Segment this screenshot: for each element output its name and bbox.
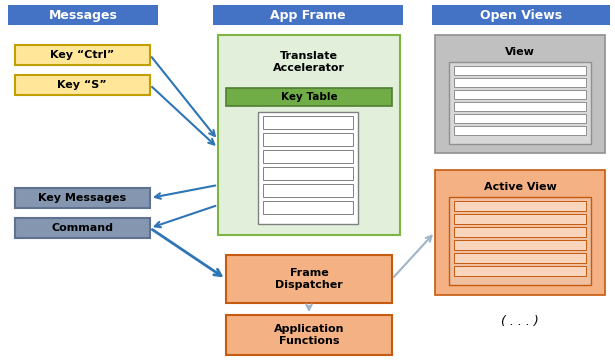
Bar [218, 35, 400, 235]
Bar [213, 5, 403, 25]
Bar [226, 88, 392, 106]
Text: Frame
Dispatcher: Frame Dispatcher [275, 268, 343, 290]
Text: View: View [505, 47, 535, 57]
Bar [454, 90, 586, 99]
Bar [258, 112, 358, 224]
Bar [454, 201, 586, 211]
Text: Key “Ctrl”: Key “Ctrl” [50, 50, 114, 60]
Bar [263, 150, 353, 163]
Text: Key “S”: Key “S” [57, 80, 107, 90]
Text: Messages: Messages [49, 8, 117, 21]
Text: ( . . . ): ( . . . ) [501, 316, 539, 328]
Bar [15, 45, 150, 65]
Bar [454, 240, 586, 250]
Text: Command: Command [51, 223, 113, 233]
Bar [435, 170, 605, 295]
Bar [432, 5, 610, 25]
Bar [454, 214, 586, 224]
Bar [435, 35, 605, 153]
Bar [454, 114, 586, 123]
Bar [454, 253, 586, 263]
Text: Active View: Active View [483, 182, 557, 192]
Bar [15, 218, 150, 238]
Bar [449, 197, 591, 285]
Bar [263, 201, 353, 214]
Bar [449, 62, 591, 144]
Bar [226, 315, 392, 355]
Bar [263, 133, 353, 146]
Bar [454, 78, 586, 87]
Bar [263, 184, 353, 197]
Text: Key Messages: Key Messages [38, 193, 126, 203]
Bar [454, 126, 586, 135]
Bar [454, 227, 586, 237]
Text: Open Views: Open Views [480, 8, 562, 21]
Text: Application
Functions: Application Functions [274, 324, 344, 346]
Bar [263, 116, 353, 129]
Bar [8, 5, 158, 25]
Bar [454, 266, 586, 276]
Bar [454, 102, 586, 111]
Bar [15, 75, 150, 95]
Text: Translate
Accelerator: Translate Accelerator [273, 51, 345, 73]
Bar [263, 167, 353, 180]
Bar [226, 255, 392, 303]
Text: Key Table: Key Table [280, 92, 337, 102]
Text: App Frame: App Frame [270, 8, 346, 21]
Bar [454, 66, 586, 75]
Bar [15, 188, 150, 208]
